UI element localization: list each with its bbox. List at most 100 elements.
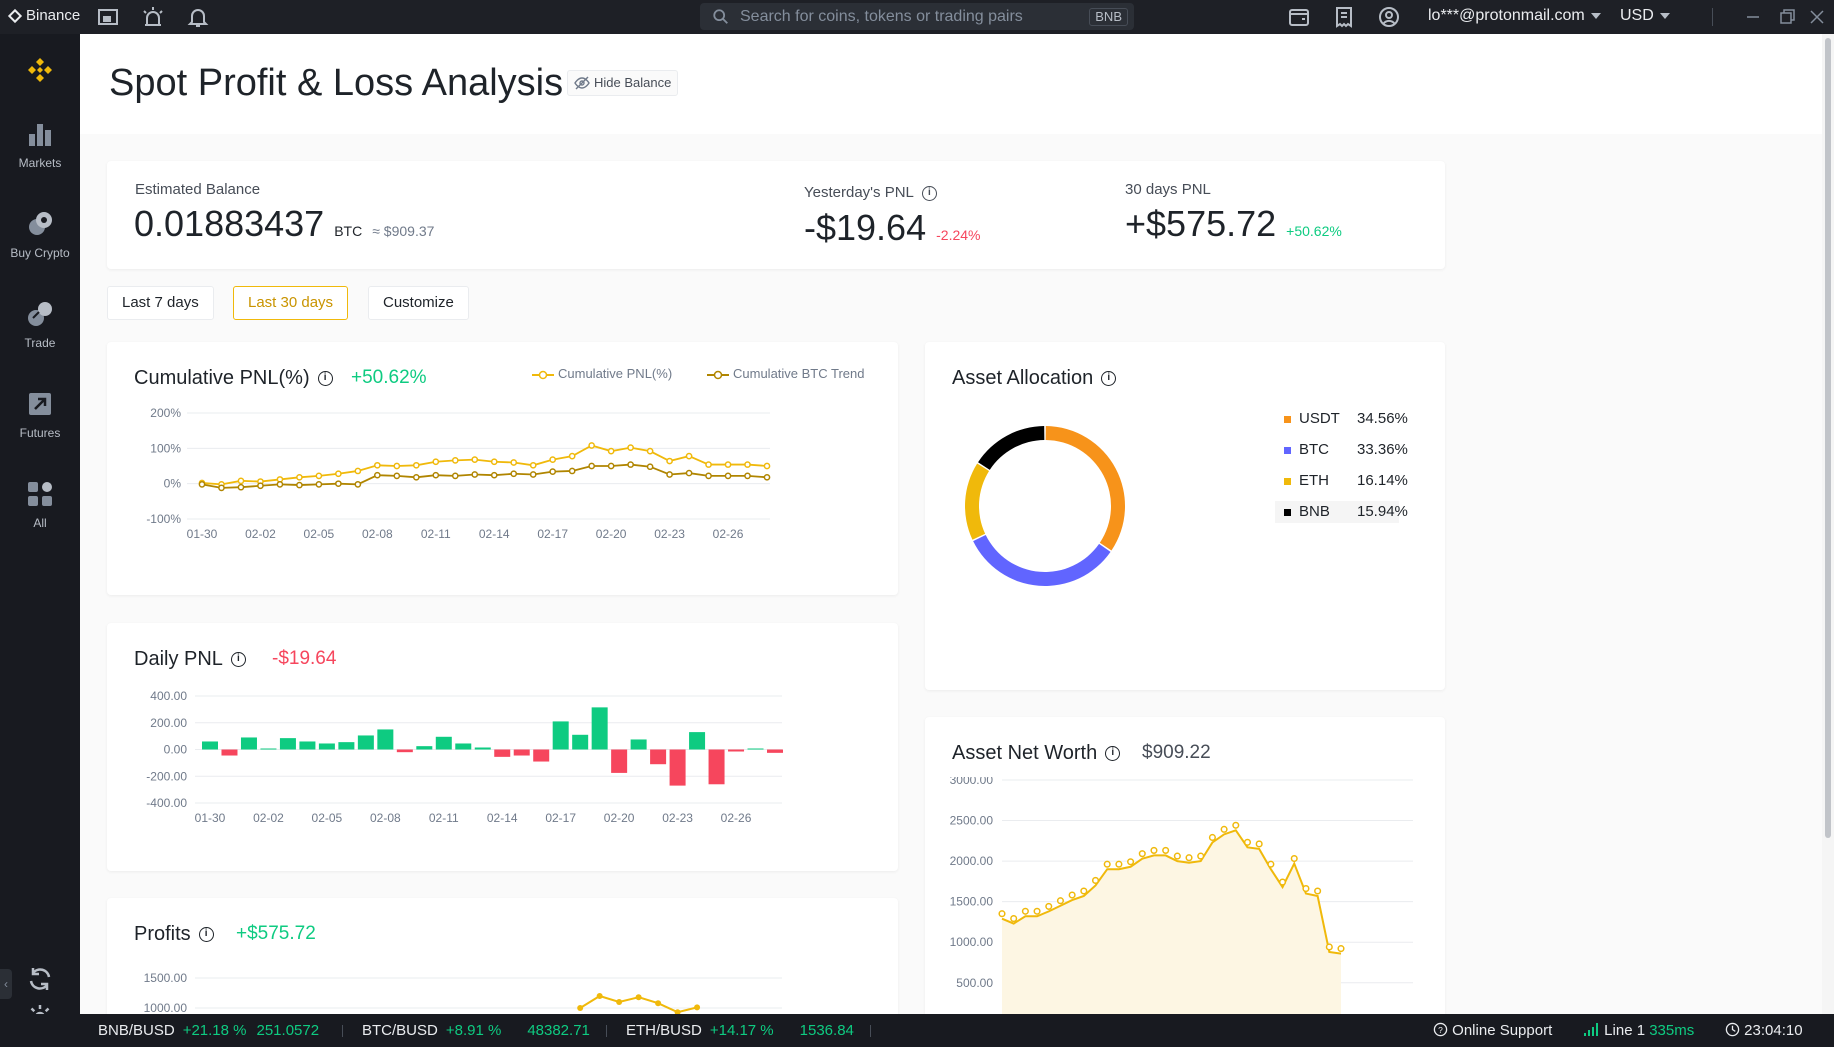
sidebar-item-trade[interactable]: Trade [0,298,80,350]
btc-trend-data-point [335,480,342,488]
btc-trend-data-point [257,482,264,490]
restore-icon[interactable] [1776,6,1798,28]
currency-dropdown[interactable]: USD [1620,7,1670,25]
account-email-dropdown[interactable]: lo***@protonmail.com [1428,7,1601,25]
sidebar-item-futures[interactable]: Futures [0,388,80,440]
connection-latency: 335ms [1649,1022,1695,1039]
clock-time: 23:04:10 [1744,1022,1803,1039]
daily-pnl-bar [494,749,511,757]
info-icon[interactable]: i [198,927,214,943]
trade-icon [28,302,52,326]
binance-logo-icon[interactable] [24,54,56,86]
x-tick-label: 02-02 [253,811,284,825]
ticker-eth-busd[interactable]: ETH/BUSD +14.17 % 1536.84 [626,1022,854,1039]
yesterday-pnl: -$19.64 -2.24% [804,207,980,249]
ticker-divider [870,1025,871,1037]
wallet-icon[interactable] [1287,5,1311,29]
ticker-price: 48382.71 [527,1022,590,1039]
markets-icon [29,124,51,146]
pnl-data-point [451,456,459,464]
info-icon[interactable]: i [317,371,333,387]
btc-trend-data-point [373,471,381,479]
net-worth-area [1002,830,1341,1014]
range-last-7-days-button[interactable]: Last 7 days [107,286,214,320]
daily-pnl-title-text: Daily PNL [134,648,223,670]
daily-pnl-bar [650,749,667,765]
layout-icon[interactable] [96,5,120,29]
search-bar[interactable]: BNB [700,3,1134,30]
daily-pnl-bar [240,737,257,750]
net-worth-data-point [998,910,1006,918]
chevron-down-icon [1659,12,1670,19]
sidebar-item-markets[interactable]: Markets [0,118,80,170]
y-tick-label: -400.00 [146,796,187,810]
info-icon[interactable]: i [230,652,246,668]
profits-data-point [596,993,603,999]
allocation-legend-item[interactable]: USDT 34.56% [1275,408,1408,430]
online-support-link[interactable]: ? Online Support [1433,1022,1552,1039]
x-tick-label: 02-26 [713,527,744,541]
legend-cumulative-pnl[interactable]: Cumulative PNL(%) [532,366,672,381]
binance-home-link[interactable]: Binance [7,7,80,24]
chevron-down-icon [1590,12,1601,19]
hide-balance-button[interactable]: Hide Balance [567,70,679,96]
account-icon[interactable] [1377,5,1401,29]
btc-trend-data-point [646,463,654,471]
net-worth-data-point [1127,858,1135,866]
allocation-legend-item[interactable]: BTC 33.36% [1275,439,1408,461]
allocation-legend-item[interactable]: ETH 16.14% [1275,470,1408,492]
x-tick-label: 02-20 [596,527,627,541]
info-icon[interactable]: i [1101,371,1117,387]
binance-logo-icon [7,8,23,23]
donut-slice-eth [965,463,990,540]
orders-icon[interactable] [1332,5,1356,29]
ticker-btc-busd[interactable]: BTC/BUSD +8.91 % 48382.71 [362,1022,590,1039]
x-tick-label: 02-23 [654,527,685,541]
pnl-data-point [744,461,751,468]
y-tick-label: 1500.00 [950,895,994,909]
asset-name: ETH [1299,472,1329,489]
ticker-bnb-busd[interactable]: BNB/BUSD +21.18 % 251.0572 [98,1022,319,1039]
search-badge: BNB [1089,8,1128,26]
info-icon[interactable]: i [921,185,937,201]
pnl-data-point [296,473,303,481]
sidebar-item-buy-crypto[interactable]: Buy Crypto [0,208,80,260]
net-worth-data-point [1173,852,1181,860]
legend-btc-trend[interactable]: Cumulative BTC Trend [707,366,865,381]
page-header: Spot Profit & Loss Analysis Hide Balance [80,34,1822,134]
close-icon[interactable] [1806,6,1828,28]
sidebar-collapse-tab[interactable]: ‹ [0,969,12,999]
daily-pnl-bar [338,742,355,750]
alarm-icon[interactable] [141,5,165,29]
scrollbar-thumb[interactable] [1825,38,1831,838]
futures-icon [29,393,51,415]
net-worth-data-point [1279,878,1287,886]
asset-net-worth-title-text: Asset Net Worth [952,742,1098,764]
balance-summary-card: Estimated Balance 0.01883437 BTC ≈ $909.… [107,161,1445,269]
allocation-legend-item[interactable]: BNB 15.94% [1275,501,1408,523]
profits-data-point [655,1000,662,1007]
sidebar-item-all[interactable]: All [0,478,80,530]
y-tick-label: 2500.00 [950,814,994,828]
net-worth-data-point [1185,854,1193,862]
range-last-30-days-button[interactable]: Last 30 days [233,286,349,320]
btc-trend-data-point [724,472,732,480]
page-scrollbar[interactable] [1822,34,1834,1014]
asset-percent: 15.94% [1357,503,1408,520]
search-input[interactable] [740,5,1070,28]
daily-pnl-bar [357,735,374,750]
net-worth-data-point [1162,846,1170,854]
notification-bell-icon[interactable] [186,5,210,29]
estimated-balance-unit: BTC [334,223,363,239]
info-icon[interactable]: i [1105,746,1121,762]
page-title: Spot Profit & Loss Analysis [109,62,564,104]
pnl-data-point [529,461,537,469]
refresh-icon[interactable] [25,964,55,994]
minimize-icon[interactable] [1742,6,1764,28]
btc-trend-data-point [218,484,225,492]
thirty-days-pnl-label: 30 days PNL [1125,181,1211,198]
daily-pnl-bar [533,749,550,762]
pnl-series-line [201,444,768,486]
range-customize-button[interactable]: Customize [368,286,469,320]
signal-icon [1584,1023,1598,1036]
